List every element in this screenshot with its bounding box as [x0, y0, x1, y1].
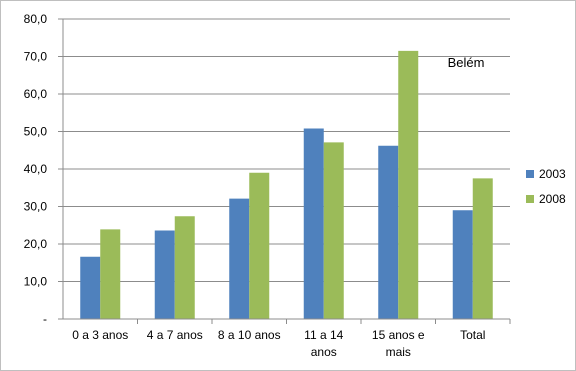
y-tick-label: 10,0	[24, 275, 48, 289]
x-tick-label: 0 a 3 anos	[72, 328, 128, 342]
legend-swatch-2003	[526, 170, 534, 178]
bars	[80, 50, 493, 319]
x-tick-label: 4 a 7 anos	[147, 328, 203, 342]
x-axis-ticks: 0 a 3 anos 4 a 7 anos 8 a 10 anos 11 a 14 an…	[72, 319, 511, 359]
bar-2008	[323, 142, 344, 319]
y-tick-label: 40,0	[24, 162, 48, 176]
bar-2003	[80, 256, 101, 319]
bar-2003	[154, 230, 175, 319]
y-tick-label: 50,0	[24, 125, 48, 139]
bar-2003	[452, 210, 473, 319]
y-tick-label: 60,0	[24, 87, 48, 101]
gridlines	[63, 18, 510, 282]
legend-swatch-2008	[526, 195, 534, 203]
bar-2008	[472, 178, 493, 319]
legend-label-2003: 2003	[539, 167, 566, 181]
y-tick-label: -	[43, 312, 47, 326]
legend-label-2008: 2008	[539, 192, 566, 206]
y-tick-label: 80,0	[24, 12, 48, 26]
y-tick-label: 30,0	[24, 200, 48, 214]
x-tick-label: 11 a 14 anos	[304, 328, 343, 359]
chart-annotation: Belém	[448, 55, 485, 70]
bar-2008	[398, 50, 419, 319]
bar-2003	[229, 198, 250, 319]
bar-2003	[378, 145, 399, 319]
y-tick-label: 20,0	[24, 237, 48, 251]
x-tick-label: 8 a 10 anos	[218, 328, 281, 342]
bar-2008	[249, 172, 270, 319]
y-tick-label: 70,0	[24, 50, 48, 64]
legend: 2003 2008	[526, 167, 566, 206]
x-tick-label: Total	[460, 328, 485, 342]
y-axis-ticks: - 10,0 20,0 30,0 40,0 50,0 60,0 70,0 80,0	[24, 12, 63, 326]
x-tick-label: 15 anos e mais	[372, 328, 425, 359]
bar-2003	[303, 128, 324, 319]
bar-2008	[100, 229, 121, 319]
bar-2008	[174, 216, 195, 319]
